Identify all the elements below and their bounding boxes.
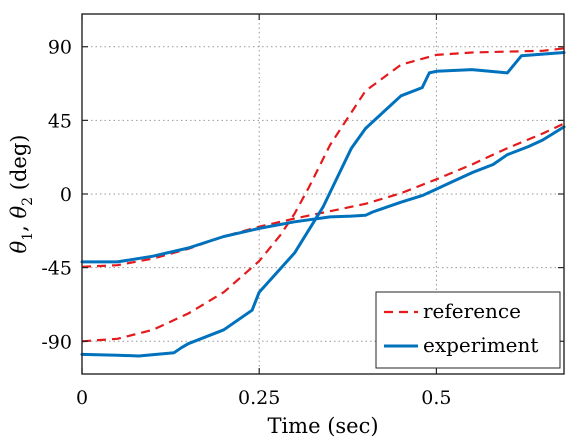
x-tick-label: 0.5 [421,387,451,409]
y-tick-label: 90 [48,37,72,59]
y-tick-label: 45 [48,110,72,132]
y-axis-label: θ1, θ2 (deg) [7,135,36,254]
series-layer [80,47,566,358]
y-axis-label-sep: , [7,219,31,232]
series-line-reference-theta1 [81,122,565,268]
legend-box [375,291,561,369]
y-axis-label-theta1: θ [7,240,31,253]
series-line-reference-theta2 [81,47,565,343]
y-tick-label: -45 [41,258,72,280]
y-axis-label-theta2: θ [7,206,31,219]
y-tick-label: -90 [41,331,72,353]
y-axis-label-unit: (deg) [7,135,31,197]
y-tick-labels: 90 45 0 -45 -90 [41,37,72,354]
legend-label-reference: reference [423,299,521,323]
x-tick-labels: 0 0.25 0.5 [76,387,452,409]
legend: reference experiment [375,291,561,369]
x-tick-label: 0 [76,387,88,409]
series-line-experiment-theta2 [80,51,566,358]
y-axis-label-sub1: 1 [20,232,36,241]
axis-ticks [81,14,564,374]
x-axis-label: Time (sec) [267,414,378,438]
legend-label-experiment: experiment [423,333,538,357]
y-axis-label-sub2: 2 [20,197,36,206]
series-line-experiment-theta1 [80,125,566,264]
x-tick-label: 0.25 [238,387,280,409]
y-tick-label: 0 [60,184,72,206]
